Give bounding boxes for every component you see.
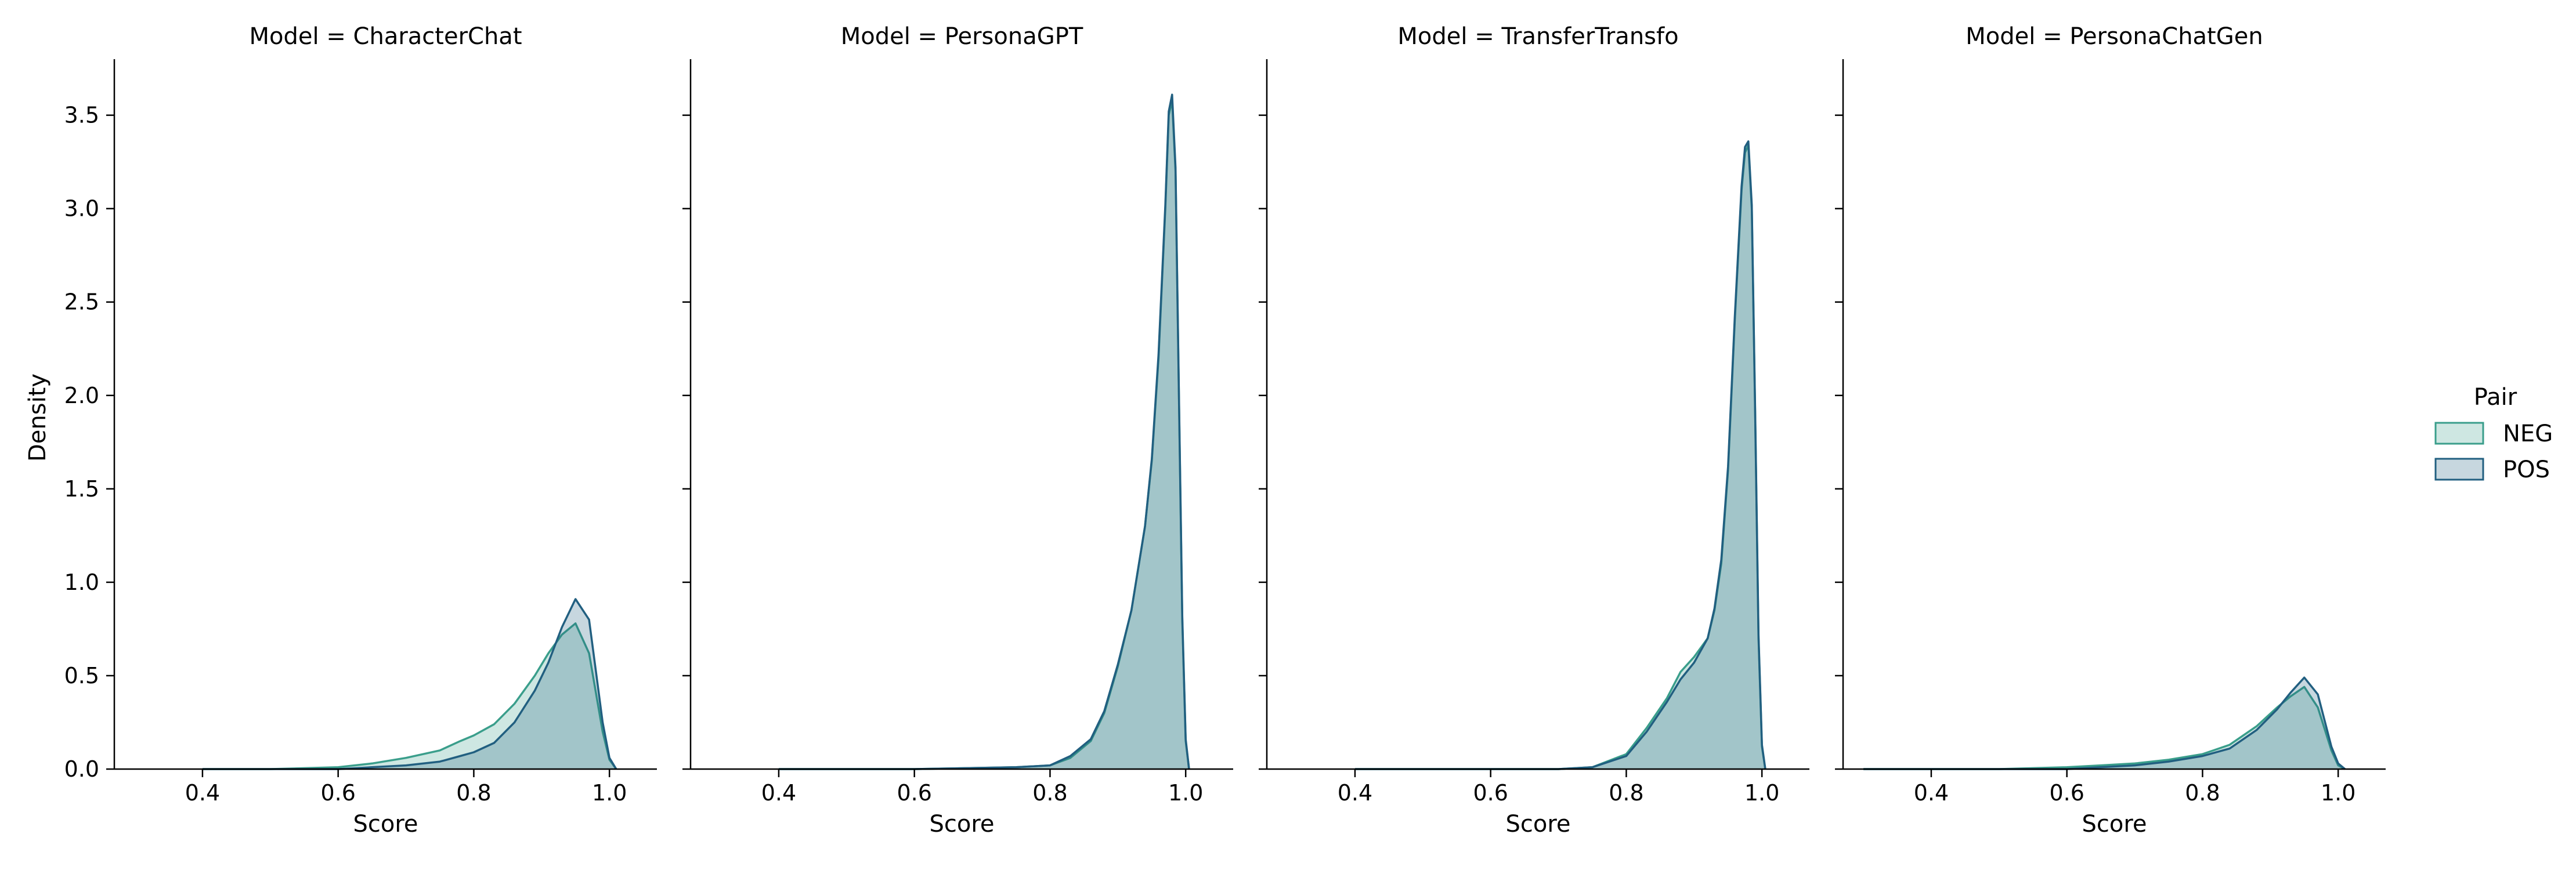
y-tick-label: 2.0 <box>64 383 99 408</box>
y-axis-label: Density <box>24 374 51 462</box>
y-tick-label: 3.0 <box>64 196 99 222</box>
facet-title-personagpt: Model = PersonaGPT <box>841 23 1083 50</box>
kde-fill-neg <box>1354 145 1765 770</box>
facet-panel-personagpt: Model = PersonaGPT 0.4 0.6 0.8 1.0 Score <box>682 23 1233 838</box>
x-tick-label: 0.8 <box>1032 780 1067 806</box>
kde-fill-pos <box>1354 141 1765 770</box>
x-tick-label: 0.8 <box>2185 780 2220 806</box>
kde-fill-neg <box>202 623 616 769</box>
x-tick-label: 1.0 <box>2321 780 2355 806</box>
x-axis-label: Score <box>2082 811 2147 838</box>
legend-title: Pair <box>2474 384 2517 411</box>
kde-line-neg <box>1863 686 2346 770</box>
kde-line-pos <box>202 598 617 770</box>
x-axis-label: Score <box>929 811 994 838</box>
kde-line-pos <box>778 93 1190 770</box>
facet-panels: Model = CharacterChat 0.4 0.6 0.8 1.0 Score 0.… <box>64 23 2386 838</box>
y-tick-label: 2.5 <box>64 289 99 315</box>
y-tick-label: 0.0 <box>64 756 99 782</box>
legend-label-pos: POS <box>2503 456 2550 483</box>
kde-fill-neg <box>1863 687 2345 769</box>
kde-line-pos <box>1354 140 1766 770</box>
y-tick-label: 0.5 <box>64 663 99 688</box>
x-tick-label: 0.6 <box>897 780 931 806</box>
x-axis-label: Score <box>1505 811 1570 838</box>
y-tick-label: 1.0 <box>64 570 99 595</box>
x-tick-label: 1.0 <box>1744 780 1779 806</box>
x-tick-label: 0.4 <box>1338 780 1372 806</box>
legend-swatch-pos <box>2434 458 2484 481</box>
x-tick-label: 0.4 <box>185 780 220 806</box>
legend-swatch-neg <box>2434 422 2484 445</box>
x-tick-label: 0.4 <box>761 780 796 806</box>
x-tick-label: 0.4 <box>1914 780 1949 806</box>
kde-fill-neg <box>778 100 1189 769</box>
legend: Pair NEG POS <box>2434 384 2553 483</box>
facet-panel-personachatgen: Model = PersonaChatGen 0.4 0.6 0.8 1.0 Score <box>1835 23 2386 838</box>
y-tick-label: 3.5 <box>64 103 99 128</box>
facet-title-transfertransfo: Model = TransferTransfo <box>1397 23 1678 50</box>
x-tick-label: 0.8 <box>456 780 491 806</box>
x-axis-label: Score <box>353 811 418 838</box>
facet-panel-transfertransfo: Model = TransferTransfo 0.4 0.6 0.8 1.0 Score <box>1259 23 1809 838</box>
x-tick-label: 0.6 <box>320 780 355 806</box>
facet-panel-characterchat: Model = CharacterChat 0.4 0.6 0.8 1.0 Score 0.… <box>64 23 657 838</box>
y-tick-label: 1.5 <box>64 476 99 502</box>
legend-label-neg: NEG <box>2503 420 2553 447</box>
facet-title-characterchat: Model = CharacterChat <box>250 23 522 50</box>
kde-fill-pos <box>778 95 1189 770</box>
kde-fill-pos <box>1863 677 2345 769</box>
x-tick-label: 1.0 <box>592 780 627 806</box>
kde-line-neg <box>202 622 617 770</box>
x-tick-label: 1.0 <box>1168 780 1203 806</box>
x-tick-label: 0.6 <box>2049 780 2084 806</box>
kde-fill-pos <box>202 599 616 769</box>
x-tick-label: 0.6 <box>1473 780 1508 806</box>
x-tick-label: 0.8 <box>1609 780 1643 806</box>
facet-title-personachatgen: Model = PersonaChatGen <box>1966 23 2263 50</box>
